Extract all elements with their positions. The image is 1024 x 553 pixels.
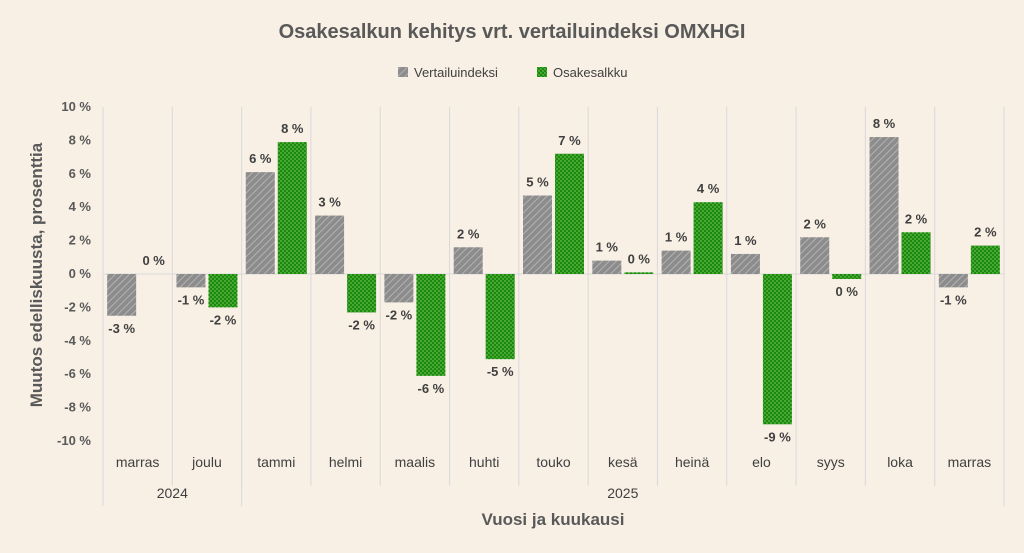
data-labels: -3 % -1 % 6 % 3 % -2 % 2 % 5 % 1 % 1 % 1 % 2 % 8 % -… bbox=[108, 116, 997, 444]
bar-osakesalkku bbox=[277, 142, 307, 274]
data-label: -9 % bbox=[764, 429, 791, 444]
bar-osakesalkku bbox=[485, 274, 515, 360]
bar-osakesalkku bbox=[832, 274, 862, 280]
x-axis-categories: marras joulu tammi helmi maalis huhti touko kes… bbox=[116, 454, 991, 470]
data-label: 2 % bbox=[457, 226, 480, 241]
bar-osakesalkku bbox=[416, 274, 446, 376]
x-axis-years: 2024 2025 bbox=[157, 485, 639, 501]
y-tick-label: 0 % bbox=[69, 266, 92, 281]
y-tick-label: -4 % bbox=[64, 333, 91, 348]
y-tick-label: 4 % bbox=[69, 199, 92, 214]
bar-osakesalkku bbox=[693, 202, 723, 274]
bar-osakesalkku bbox=[970, 245, 1000, 274]
data-label: 2 % bbox=[804, 216, 827, 231]
bar-vertailuindeksi bbox=[869, 137, 899, 274]
bar-vertailuindeksi bbox=[523, 195, 552, 274]
bar-osakesalkku bbox=[901, 232, 931, 274]
bar-vertailuindeksi bbox=[245, 172, 275, 274]
y-tick-label: 10 % bbox=[61, 99, 91, 114]
y-tick-label: 6 % bbox=[69, 166, 92, 181]
data-label: 3 % bbox=[318, 195, 341, 210]
bar-osakesalkku bbox=[208, 274, 238, 308]
category-label: loka bbox=[887, 454, 913, 470]
legend-swatch-vertailuindeksi bbox=[398, 67, 408, 77]
data-label: -2 % bbox=[210, 312, 237, 327]
data-label: 7 % bbox=[558, 133, 581, 148]
y-tick-label: 8 % bbox=[69, 132, 92, 147]
data-label: -1 % bbox=[940, 292, 967, 307]
y-tick-label: 2 % bbox=[69, 233, 92, 248]
category-label: tammi bbox=[257, 454, 295, 470]
data-label: -5 % bbox=[487, 364, 514, 379]
bar-osakesalkku bbox=[762, 274, 792, 425]
bar-vertailuindeksi bbox=[315, 215, 345, 274]
data-label: -2 % bbox=[386, 307, 413, 322]
data-label: 1 % bbox=[734, 233, 757, 248]
bars bbox=[107, 137, 1000, 425]
x-axis-title: Vuosi ja kuukausi bbox=[482, 510, 625, 529]
bar-vertailuindeksi bbox=[938, 274, 968, 288]
data-label: 2 % bbox=[905, 211, 928, 226]
year-label: 2024 bbox=[157, 485, 188, 501]
category-label: elo bbox=[752, 454, 771, 470]
y-axis-title: Muutos edelliskuusta, prosenttia bbox=[27, 142, 46, 407]
y-axis-ticks: 10 % 8 % 6 % 4 % 2 % 0 % -2 % -4 % -6 % -8 % -10 % bbox=[57, 99, 91, 448]
y-tick-label: -2 % bbox=[64, 299, 91, 314]
legend-label-osakesalkku: Osakesalkku bbox=[553, 65, 627, 80]
category-separators bbox=[102, 107, 1005, 506]
data-label: 8 % bbox=[281, 121, 304, 136]
category-label: kesä bbox=[608, 454, 638, 470]
y-tick-label: -10 % bbox=[57, 433, 91, 448]
bar-vertailuindeksi bbox=[384, 274, 414, 303]
data-label: 1 % bbox=[596, 240, 619, 255]
category-label: syys bbox=[817, 454, 845, 470]
data-label: 2 % bbox=[974, 225, 997, 240]
bar-vertailuindeksi bbox=[107, 274, 137, 316]
category-label: marras bbox=[948, 454, 992, 470]
category-label: maalis bbox=[395, 454, 435, 470]
category-label: touko bbox=[536, 454, 570, 470]
chart-title: Osakesalkun kehitys vrt. vertailuindeksi… bbox=[279, 21, 746, 43]
category-label: joulu bbox=[191, 454, 222, 470]
data-label: 4 % bbox=[697, 181, 720, 196]
data-label: 0 % bbox=[836, 284, 859, 299]
data-label: 0 % bbox=[628, 251, 651, 266]
year-label: 2025 bbox=[607, 485, 638, 501]
category-label: marras bbox=[116, 454, 160, 470]
bar-vertailuindeksi bbox=[661, 250, 691, 274]
legend: Vertailuindeksi Osakesalkku bbox=[398, 65, 627, 80]
legend-label-vertailuindeksi: Vertailuindeksi bbox=[414, 65, 498, 80]
data-label: -3 % bbox=[108, 321, 135, 336]
bar-vertailuindeksi bbox=[453, 247, 483, 274]
data-label: 5 % bbox=[526, 175, 549, 190]
bar-vertailuindeksi bbox=[730, 253, 760, 274]
data-label: 6 % bbox=[249, 151, 272, 166]
bar-vertailuindeksi bbox=[592, 260, 622, 274]
data-label: 1 % bbox=[665, 230, 688, 245]
y-tick-label: -6 % bbox=[64, 366, 91, 381]
bar-vertailuindeksi bbox=[800, 237, 830, 274]
category-label: huhti bbox=[469, 454, 499, 470]
data-label: 0 % bbox=[142, 253, 165, 268]
y-tick-label: -8 % bbox=[64, 400, 91, 415]
bar-vertailuindeksi bbox=[176, 274, 206, 288]
data-label: -2 % bbox=[348, 317, 375, 332]
data-label: 8 % bbox=[873, 116, 896, 131]
bar-osakesalkku bbox=[347, 274, 377, 313]
bar-osakesalkku bbox=[624, 272, 654, 274]
data-label: -6 % bbox=[418, 381, 445, 396]
data-label: -1 % bbox=[178, 292, 205, 307]
category-label: helmi bbox=[329, 454, 362, 470]
legend-swatch-osakesalkku bbox=[537, 67, 547, 77]
category-label: heinä bbox=[675, 454, 709, 470]
bar-osakesalkku bbox=[555, 153, 584, 274]
